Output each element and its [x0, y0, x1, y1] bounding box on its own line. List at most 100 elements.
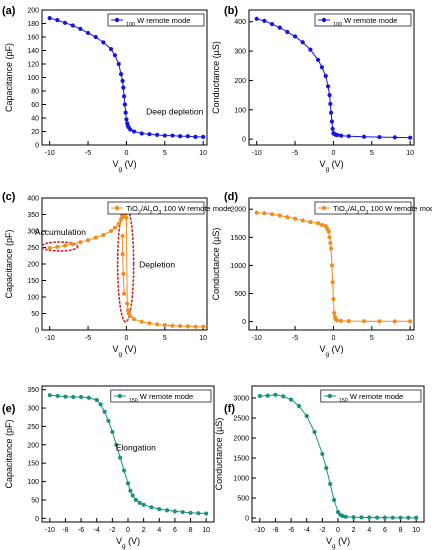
- x-tick-label: -5: [292, 150, 298, 157]
- data-point: [55, 393, 60, 399]
- y-tick-label: 400: [234, 19, 246, 26]
- plot-frame: [251, 385, 425, 523]
- y-tick-label: 250: [27, 424, 39, 431]
- data-point: [367, 515, 372, 520]
- data-point: [359, 515, 364, 520]
- y-tick-label: 0: [242, 319, 246, 326]
- data-point: [101, 232, 106, 238]
- y-tick-label: 2000: [233, 436, 249, 443]
- data-point: [131, 129, 137, 134]
- data-point: [70, 242, 75, 247]
- y-tick-label: 2000: [230, 207, 246, 214]
- data-point: [331, 297, 336, 302]
- data-point: [262, 18, 267, 23]
- data-point: [188, 510, 193, 515]
- plot-frame: [41, 385, 215, 523]
- y-tick-label: 50: [31, 497, 39, 504]
- x-axis-label: Vg (V): [319, 159, 343, 173]
- data-point: [374, 515, 380, 520]
- data-point: [86, 395, 92, 400]
- x-tick-label: 6: [383, 527, 387, 534]
- y-tick-label: 0: [242, 137, 246, 144]
- legend-label: 150 W remote mode: [129, 392, 193, 404]
- plot-frame: [248, 9, 415, 146]
- data-point: [85, 238, 91, 243]
- data-point: [118, 455, 123, 460]
- x-tick-label: 10: [199, 150, 207, 157]
- data-point: [269, 212, 275, 217]
- data-point: [55, 244, 60, 249]
- data-point: [125, 308, 131, 313]
- x-tick-label: 5: [370, 335, 374, 342]
- x-axis-label: Vg (V): [116, 536, 140, 550]
- y-tick-label: 400: [27, 196, 39, 203]
- panel-f: (f) -10 -8 -6 -4 -2 0 2 4 6 8 10 0 500 1000 1500 2000 250…: [214, 385, 425, 550]
- data-point: [292, 216, 298, 221]
- data-point: [55, 18, 60, 23]
- data-point: [78, 240, 83, 245]
- data-point: [93, 235, 98, 240]
- y-tick-label: 500: [234, 291, 246, 298]
- data-point: [329, 246, 334, 251]
- series-line: [122, 235, 125, 294]
- data-point: [390, 515, 395, 520]
- x-tick-label: -6: [78, 527, 84, 534]
- panel-label: (a): [2, 5, 16, 17]
- series-1: [257, 392, 419, 520]
- x-axis-label: Vg (V): [112, 344, 136, 358]
- series-1: [254, 16, 413, 140]
- data-point: [178, 134, 183, 139]
- y-tick-label: 3000: [233, 396, 249, 403]
- data-point: [285, 29, 290, 35]
- data-point: [124, 215, 129, 220]
- y-tick-label: 160: [27, 35, 39, 42]
- data-point: [329, 263, 334, 268]
- x-tick-label: 10: [406, 150, 414, 157]
- x-axis-label: Vg (V): [326, 536, 350, 550]
- data-point: [300, 218, 305, 223]
- data-point: [71, 394, 76, 400]
- y-tick-label: 500: [237, 496, 249, 503]
- data-point: [130, 493, 135, 498]
- data-point: [277, 213, 282, 218]
- x-tick-label: -10: [45, 527, 55, 534]
- panel-e: (e)-10 -8 -6 -4 -2 0 2 4 6 8 100501001502002503003…: [2, 385, 215, 550]
- data-point: [125, 301, 130, 306]
- data-point: [312, 429, 317, 435]
- series-line: [49, 394, 207, 514]
- y-tick-label: 60: [31, 102, 39, 109]
- data-point: [277, 25, 282, 30]
- x-axis-label: Vg (V): [112, 159, 136, 173]
- x-tick-label: -10: [45, 150, 55, 157]
- data-point: [329, 119, 334, 124]
- data-point: [122, 94, 127, 99]
- data-point: [78, 26, 83, 31]
- x-tick-label: 2: [352, 527, 356, 534]
- series-1: [47, 16, 206, 139]
- data-point: [324, 465, 329, 471]
- x-tick-label: 5: [370, 150, 374, 157]
- data-point: [323, 73, 328, 79]
- panel-a: (a)-10 -5 0 5 10020406080100120140160180200V…: [2, 5, 208, 173]
- data-point: [408, 135, 413, 140]
- data-point: [332, 311, 337, 316]
- data-point: [155, 132, 160, 137]
- series-line: [256, 212, 411, 322]
- x-tick-label: 8: [189, 527, 193, 534]
- y-tick-label: 1000: [230, 263, 246, 270]
- legend: TiO2/Al2O3 100 W remote mode: [107, 201, 231, 216]
- data-point: [382, 515, 388, 520]
- data-point: [273, 392, 278, 397]
- data-point: [118, 72, 124, 77]
- x-tick-label: -8: [272, 527, 278, 534]
- data-point: [149, 505, 154, 510]
- y-tick-label: 150: [27, 278, 39, 285]
- x-tick-label: -4: [304, 527, 310, 534]
- legend-box: [110, 389, 212, 403]
- accumulation-loop: [40, 241, 79, 252]
- y-tick-label: 1000: [233, 476, 249, 483]
- data-point: [178, 323, 183, 329]
- y-tick-label: 20: [31, 129, 39, 136]
- x-axis-label: Vg (V): [319, 344, 343, 358]
